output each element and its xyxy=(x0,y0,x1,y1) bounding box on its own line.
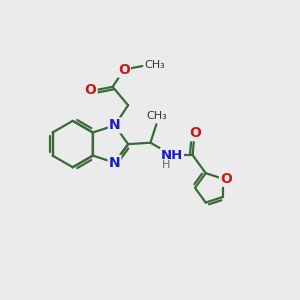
Text: CH₃: CH₃ xyxy=(145,60,166,70)
Text: O: O xyxy=(220,172,232,186)
Text: NH: NH xyxy=(161,149,183,162)
Text: CH₃: CH₃ xyxy=(147,111,167,121)
Text: O: O xyxy=(85,83,97,98)
Text: O: O xyxy=(189,126,201,140)
Text: N: N xyxy=(109,118,121,133)
Text: H: H xyxy=(162,160,171,170)
Text: O: O xyxy=(118,63,130,76)
Text: N: N xyxy=(109,156,120,170)
